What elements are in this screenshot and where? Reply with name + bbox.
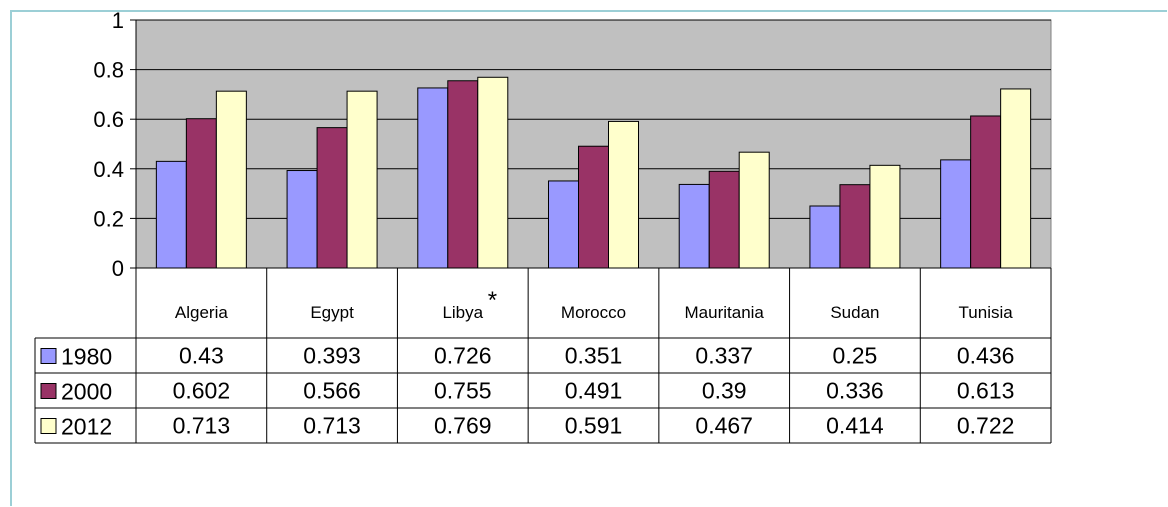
- bar-2000-algeria: [185, 118, 217, 269]
- bar-2012-mauritania: [738, 151, 770, 269]
- data-label: 0.43: [179, 343, 224, 369]
- category-label: Tunisia: [959, 303, 1014, 322]
- category-label: Sudan: [830, 303, 879, 322]
- category-label: Egypt: [310, 303, 354, 322]
- bar-2012-egypt: [346, 90, 378, 269]
- y-tick-label: 0.8: [93, 58, 124, 83]
- bar-2012-algeria: [215, 90, 247, 269]
- data-label: 0.713: [303, 413, 361, 439]
- data-label: 0.414: [826, 413, 884, 439]
- bar-1980-sudan: [809, 205, 841, 269]
- y-tick-label: 1: [112, 8, 124, 33]
- category-label: Libya: [442, 303, 483, 322]
- bar-1980-algeria: [155, 160, 187, 269]
- y-tick-label: 0.6: [93, 107, 124, 132]
- bar-2000-mauritania: [708, 170, 740, 269]
- bar-2000-morocco: [578, 145, 609, 269]
- data-label: 0.591: [565, 413, 623, 439]
- data-label: 0.393: [303, 343, 361, 369]
- bar-2012-libya: [477, 76, 509, 269]
- series-label-2000: 2000: [61, 379, 112, 405]
- bar-2012-morocco: [608, 120, 639, 269]
- chart-frame: [10, 10, 1167, 506]
- bar-1980-egypt: [286, 170, 318, 269]
- data-label: 0.722: [957, 413, 1015, 439]
- legend-key-2000: [40, 383, 57, 399]
- y-tick-label: 0: [112, 256, 124, 281]
- bar-2012-sudan: [869, 164, 901, 269]
- series-label-2012: 2012: [61, 414, 112, 440]
- data-label: 0.726: [434, 343, 492, 369]
- data-label: 0.602: [173, 378, 231, 404]
- category-label: Morocco: [561, 303, 626, 322]
- data-label: 0.25: [833, 343, 878, 369]
- bar-2012-tunisia: [1000, 88, 1032, 269]
- data-label: 0.467: [695, 413, 753, 439]
- data-label: 0.436: [957, 343, 1015, 369]
- bar-1980-tunisia: [940, 159, 972, 269]
- data-label: 0.351: [565, 343, 623, 369]
- bar-1980-mauritania: [678, 183, 710, 269]
- data-label: 0.39: [702, 378, 747, 404]
- legend-key-1980: [40, 348, 57, 364]
- data-label: 0.491: [565, 378, 623, 404]
- data-label: 0.566: [303, 378, 361, 404]
- bar-2000-egypt: [316, 127, 348, 269]
- data-label: 0.713: [173, 413, 231, 439]
- data-label: 0.769: [434, 413, 492, 439]
- category-label: Mauritania: [685, 303, 765, 322]
- series-label-1980: 1980: [61, 344, 112, 370]
- legend-key-2012: [40, 418, 57, 434]
- category-label: Algeria: [175, 303, 228, 322]
- data-label: 0.337: [695, 343, 753, 369]
- data-label: 0.613: [957, 378, 1015, 404]
- category-note-mark: *: [488, 287, 497, 314]
- bar-2000-tunisia: [970, 115, 1002, 269]
- bar-2000-libya: [447, 80, 479, 269]
- data-label: 0.755: [434, 378, 492, 404]
- data-label: 0.336: [826, 378, 884, 404]
- bar-2000-sudan: [839, 184, 871, 269]
- bar-1980-libya: [417, 87, 449, 269]
- bar-1980-morocco: [548, 180, 579, 269]
- y-tick-label: 0.4: [93, 157, 124, 182]
- y-tick-label: 0.2: [93, 206, 124, 231]
